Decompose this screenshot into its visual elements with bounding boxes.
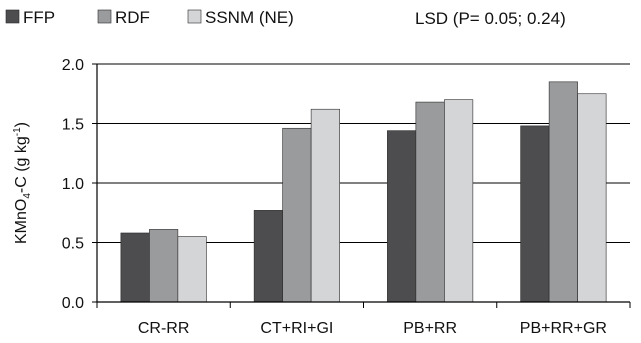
legend-swatch xyxy=(97,9,112,24)
y-tick-label: 1.0 xyxy=(62,176,84,193)
legend-label: RDF xyxy=(115,8,150,27)
bar xyxy=(548,81,578,303)
bar xyxy=(444,99,474,303)
y-axis-label-main: KMnO xyxy=(13,199,30,244)
bar xyxy=(415,101,445,303)
y-axis-label-end: ) xyxy=(13,122,30,127)
x-tick-label: PB+RR xyxy=(403,320,457,337)
y-tick-labels: 0.0 0.5 1.0 1.5 2.0 xyxy=(62,57,97,312)
y-tick-label: 0.0 xyxy=(62,295,84,312)
bars-layer xyxy=(120,81,607,303)
y-tick-label: 1.5 xyxy=(62,117,84,134)
bar xyxy=(120,232,150,303)
x-tick-labels: CR-RR CT+RI+GI PB+RR PB+RR+GR xyxy=(96,302,631,337)
bar xyxy=(387,130,417,303)
y-tick-label: 2.0 xyxy=(62,57,84,74)
y-axis-label-subscript: 4 xyxy=(22,193,33,199)
legend-label: FFP xyxy=(23,8,55,27)
bar xyxy=(577,93,607,303)
lsd-annotation: LSD (P= 0.05; 0.24) xyxy=(415,9,566,28)
y-axis-label-superscript: -1 xyxy=(12,127,23,136)
x-tick-label: CT+RI+GI xyxy=(260,320,333,337)
bar xyxy=(177,236,207,303)
legend-label: SSNM (NE) xyxy=(205,8,294,27)
bar xyxy=(520,125,550,303)
bar xyxy=(310,108,340,303)
bar xyxy=(149,229,179,303)
x-tick-label: CR-RR xyxy=(138,320,190,337)
bar xyxy=(282,127,312,303)
x-tick-label: PB+RR+GR xyxy=(520,320,607,337)
y-tick-label: 0.5 xyxy=(62,236,84,253)
y-axis-label: KMnO4-C (g kg-1) xyxy=(12,122,33,244)
legend: FFP RDF SSNM (NE) xyxy=(5,8,294,27)
legend-swatch xyxy=(5,9,20,24)
y-axis-label-mid: -C (g kg xyxy=(13,136,30,193)
bar xyxy=(253,210,283,303)
legend-swatch xyxy=(187,9,202,24)
